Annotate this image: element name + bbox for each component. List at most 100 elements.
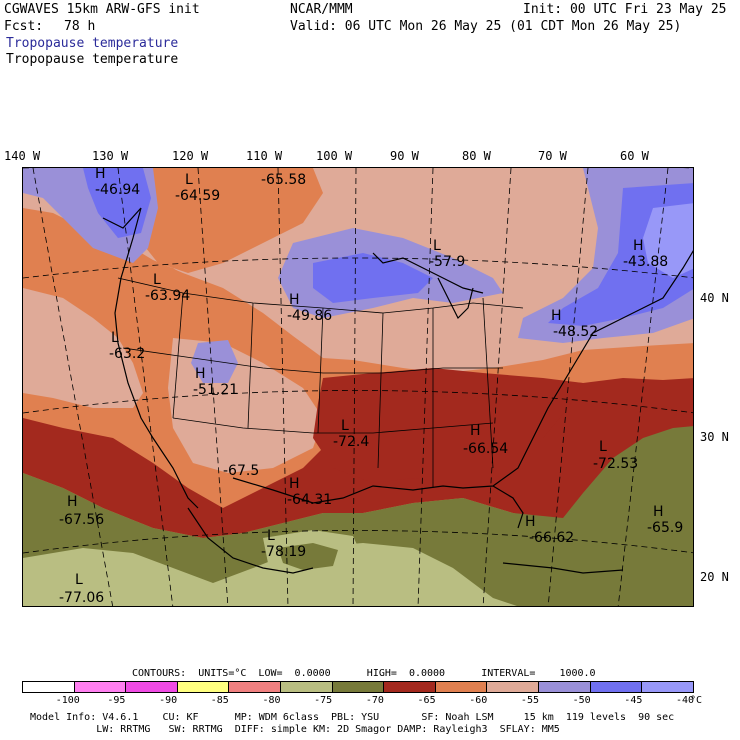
extremum-value: -65.58 [261, 172, 307, 188]
extremum-value: -77.06 [59, 590, 105, 606]
band-minus70 [23, 426, 693, 606]
lat-label-40n: 40 N [700, 291, 729, 305]
footer-physics-info: LW: RRTMG SW: RRTMG DIFF: simple KM: 2D … [30, 724, 560, 735]
coastlines [102, 207, 693, 574]
extremum-type: H [195, 366, 206, 382]
map-canvas [23, 168, 693, 606]
colorbar-unit: °C [690, 695, 703, 706]
colorbar-swatch [281, 682, 333, 692]
extremum-type: H [95, 167, 106, 182]
colorbar-swatch [487, 682, 540, 692]
colorbar-tick-label: -65 [417, 695, 436, 706]
extremum-type: L [75, 572, 83, 588]
colorbar-tick-label: -55 [520, 695, 539, 706]
extremum-type: H [633, 238, 644, 254]
extremum-value: -46.94 [95, 182, 141, 198]
band-minus60-rockies [128, 258, 203, 333]
extremum-value: -72.53 [593, 456, 639, 472]
extremum-value: -64.59 [175, 188, 221, 204]
extremum-type: L [599, 439, 607, 455]
colorbar-tick-label: -80 [262, 695, 281, 706]
tropopause-temperature-map: H -46.94 L -64.59 -65.58 L -63.94 H -49.… [22, 167, 694, 607]
extremum-value: -65.9 [647, 520, 684, 536]
lon-label-120w: 120 W [172, 149, 209, 163]
lon-label-80w: 80 W [462, 149, 491, 163]
contour-info: CONTOURS: UNITS=°C LOW= 0.0000 HIGH= 0.0… [132, 668, 596, 679]
extremum-value: -67.56 [59, 512, 105, 528]
extremum-value: -43.88 [623, 254, 669, 270]
extremum-type: H [289, 476, 300, 492]
extremum-type: H [653, 504, 664, 520]
colorbar [22, 681, 694, 693]
colorbar-tick-label: -85 [210, 695, 229, 706]
band-minus55-west [23, 288, 143, 408]
extremum-type: H [551, 308, 562, 324]
center-name: NCAR/MMM [290, 2, 353, 17]
colorbar-tick-label: -75 [314, 695, 333, 706]
extremum-type: H [525, 514, 536, 530]
model-name: CGWAVES 15km ARW-GFS init [4, 2, 200, 17]
state-borders [117, 277, 524, 488]
colorbar-swatch [229, 682, 282, 692]
colorbar-tick-label: -90 [159, 695, 178, 706]
lon-label-100w: 100 W [316, 149, 353, 163]
extremum-value: -63.2 [109, 346, 146, 362]
colorbar-tick-label: -45 [624, 695, 643, 706]
lat-label-20n: 20 N [700, 570, 729, 584]
lon-label-110w: 110 W [246, 149, 283, 163]
extremum-type: L [185, 172, 193, 188]
extremum-value: -63.94 [145, 288, 191, 304]
colorbar-swatch [74, 682, 127, 692]
lon-label-130w: 130 W [92, 149, 129, 163]
forecast-label: Fcst: [4, 19, 44, 34]
band-minus70-mexico [278, 543, 338, 570]
extremum-type: L [153, 272, 161, 288]
extremum-value: -67.5 [223, 463, 260, 479]
colorbar-tick-label: -70 [365, 695, 384, 706]
lon-label-60w: 60 W [620, 149, 649, 163]
lon-label-140w: 140 W [4, 149, 41, 163]
extremum-value: -48.52 [553, 324, 599, 340]
extremum-value: -66.62 [529, 530, 575, 546]
extremum-value: -57.9 [429, 254, 466, 270]
band-minus45-plains [313, 253, 433, 303]
band-minus75-gulf [23, 543, 517, 606]
extremum-value: -51.21 [193, 382, 239, 398]
band-minus50-utah [191, 340, 238, 383]
colorbar-swatch [384, 682, 436, 692]
valid-time: Valid: 06 UTC Mon 26 May 25 (01 CDT Mon … [290, 19, 682, 34]
extremum-type: L [433, 238, 441, 254]
colorbar-swatch [435, 682, 488, 692]
extremum-type: L [111, 330, 119, 346]
extremum-type: H [289, 292, 300, 308]
colorbar-tick-label: -60 [469, 695, 488, 706]
colorbar-swatch [539, 682, 591, 692]
lon-label-90w: 90 W [390, 149, 419, 163]
extremum-type: H [67, 494, 78, 510]
colorbar-swatch [126, 682, 178, 692]
colorbar-swatch [642, 682, 693, 692]
colorbar-tick-label: -100 [55, 695, 80, 706]
lat-label-30n: 30 N [700, 430, 729, 444]
colorbar-swatch [177, 682, 230, 692]
band-minus40-northeast [643, 203, 693, 278]
extremum-value: -49.86 [287, 308, 333, 324]
extremum-type: L [341, 418, 349, 434]
colorbar-swatch [332, 682, 385, 692]
extremum-value: -78.19 [261, 544, 307, 560]
field-title-2: Tropopause temperature [6, 52, 179, 67]
extremum-type: H [470, 423, 481, 439]
extremum-value: -66.54 [463, 441, 509, 457]
band-minus60-nw [128, 168, 323, 273]
colorbar-tick-label: -95 [107, 695, 126, 706]
graticule [23, 168, 693, 606]
colorbar-tick-label: -50 [572, 695, 591, 706]
field-title-1: Tropopause temperature [6, 36, 179, 51]
lon-label-70w: 70 W [538, 149, 567, 163]
extremum-value: -72.4 [333, 434, 370, 450]
colorbar-tick-label: -40 [676, 695, 695, 706]
colorbar-swatch [590, 682, 643, 692]
init-time: Init: 00 UTC Fri 23 May 25 [523, 2, 727, 17]
extremum-value: -64.31 [287, 492, 333, 508]
forecast-value: 78 h [64, 19, 96, 34]
